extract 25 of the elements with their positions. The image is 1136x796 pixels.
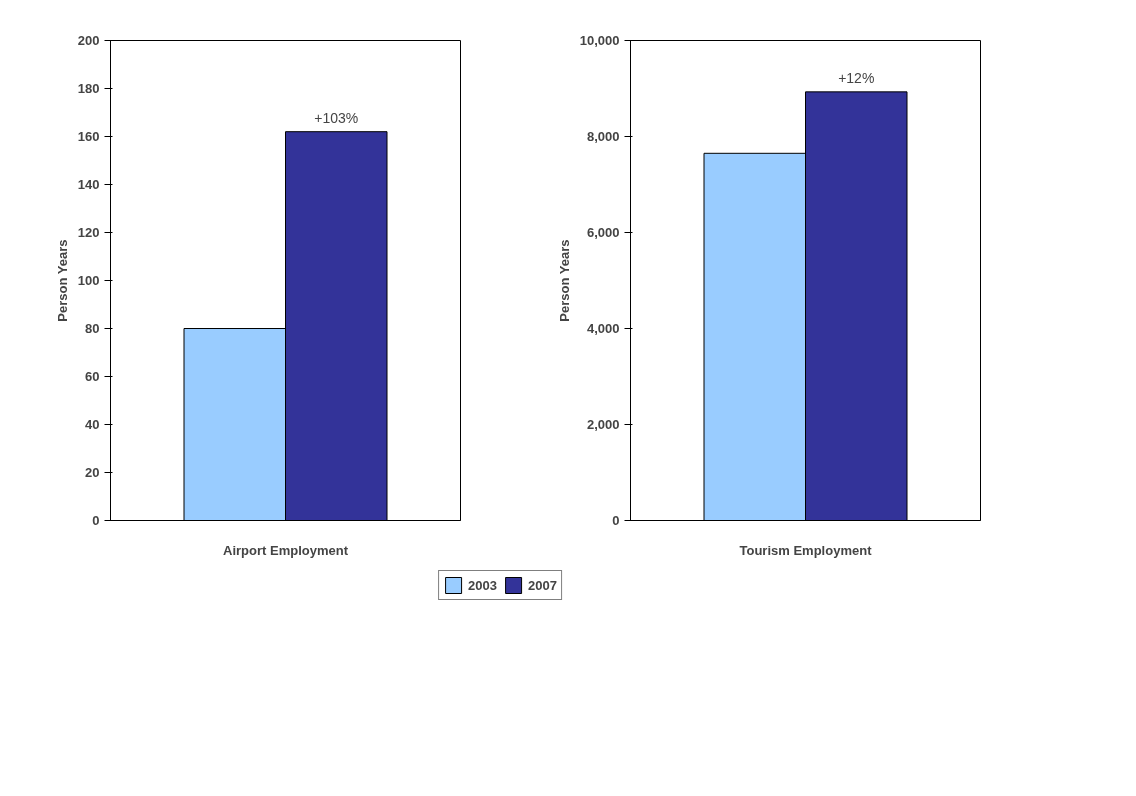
- annotation: +103%: [314, 109, 359, 126]
- y-tick-label: 40: [85, 417, 100, 432]
- y-tick-label: 200: [77, 33, 100, 48]
- x-tick-label: Airport Employment: [223, 542, 349, 558]
- y-tick-label: 0: [92, 513, 100, 528]
- y-axis-title: Person Years: [54, 239, 70, 322]
- y-tick-label: 140: [77, 177, 100, 192]
- y-tick-label: 160: [77, 129, 100, 144]
- y-tick-label: 120: [77, 225, 100, 240]
- y-tick-label: 180: [77, 81, 100, 96]
- y-tick-label: 10,000: [579, 33, 620, 48]
- y-tick-label: 8,000: [586, 129, 620, 144]
- legend-label: 2003: [468, 577, 497, 593]
- y-tick-label: 6,000: [586, 225, 620, 240]
- y-axis-title: Person Years: [556, 239, 572, 322]
- legend-label: 2007: [528, 577, 557, 593]
- y-tick-label: 0: [612, 513, 620, 528]
- y-tick-label: 60: [85, 369, 100, 384]
- y-tick-label: 100: [77, 273, 100, 288]
- y-tick-label: 80: [85, 321, 100, 336]
- annotation: +12%: [838, 69, 875, 86]
- y-tick-label: 2,000: [586, 417, 620, 432]
- y-tick-label: 4,000: [586, 321, 620, 336]
- y-tick-label: 20: [85, 465, 100, 480]
- x-tick-label: Tourism Employment: [739, 542, 873, 558]
